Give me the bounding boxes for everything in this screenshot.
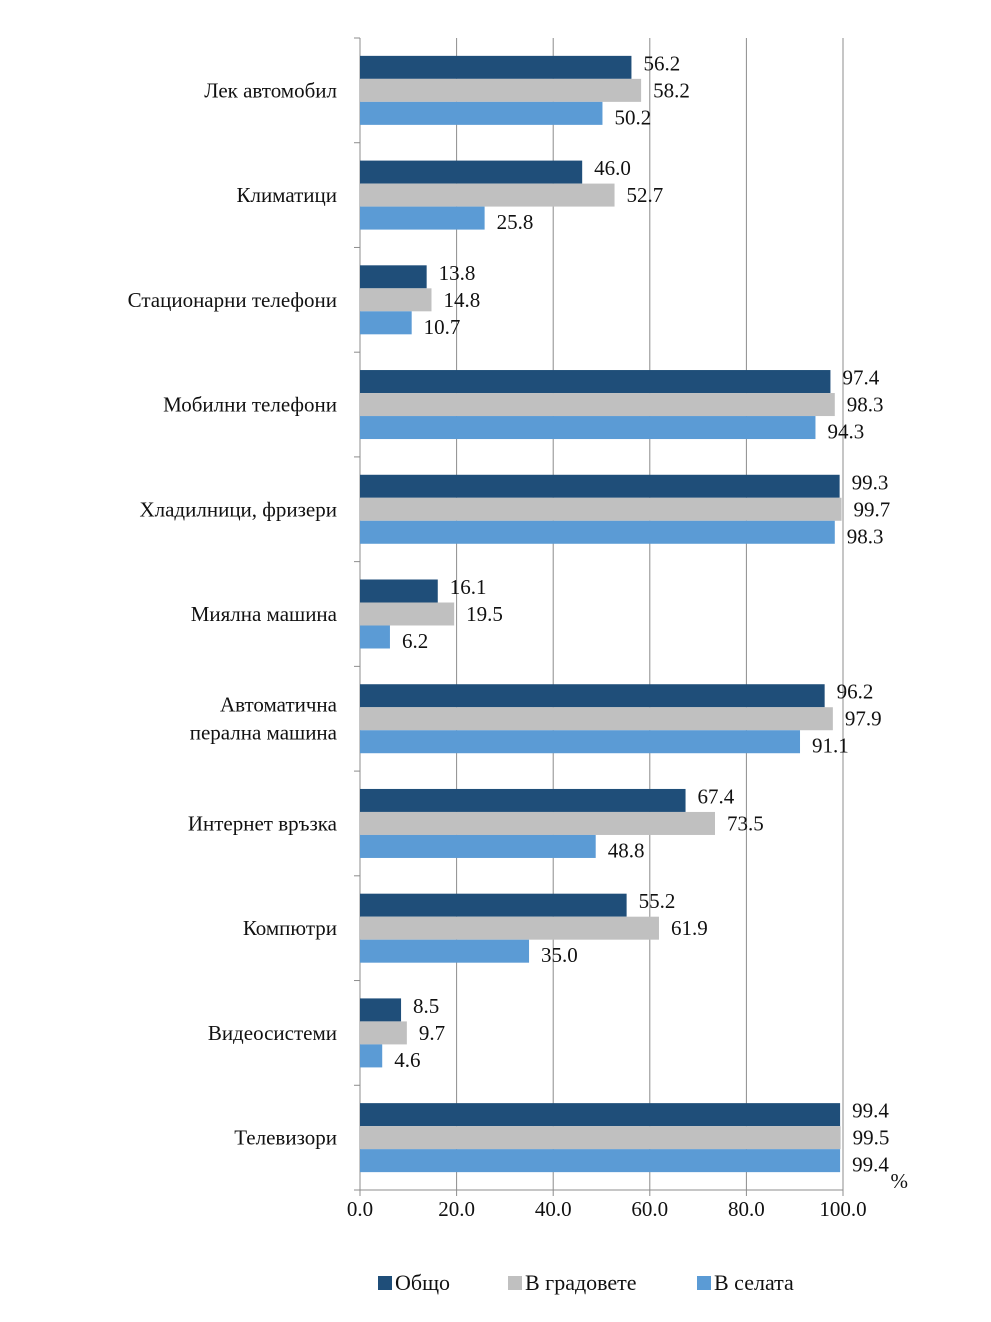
bar [360,160,583,184]
data-label: 25.8 [497,210,534,234]
data-label: 97.4 [842,366,879,390]
category-label: Климатици [236,183,337,207]
data-label: 94.3 [827,420,864,444]
category-label: Лек автомобил [204,78,337,102]
x-tick-label: 0.0 [347,1197,373,1221]
category-label: Интернет връзка [188,811,338,835]
bar [360,370,831,394]
bar [360,311,412,335]
category-label: Мобилни телефони [163,393,337,417]
data-label: 98.3 [847,393,884,417]
data-label: 99.4 [852,1153,889,1177]
bar [360,1044,383,1068]
data-label: 35.0 [541,943,578,967]
category-label: Автоматична [220,693,338,717]
bar [360,183,615,207]
category-label: Телевизори [234,1126,337,1150]
data-label: 73.5 [727,811,764,835]
data-label: 9.7 [419,1021,445,1045]
category-label: Компютри [243,916,337,940]
x-tick-label: 100.0 [819,1197,866,1221]
data-label: 99.5 [853,1126,890,1150]
bar [360,416,816,440]
x-tick-label: 20.0 [438,1197,475,1221]
bar [360,497,842,521]
bar [360,520,835,544]
data-label: 13.8 [439,261,476,285]
data-label: 8.5 [413,994,439,1018]
category-label: Хладилници, фризери [139,497,337,521]
bar [360,788,686,812]
data-label: 6.2 [402,629,428,653]
bar [360,474,840,498]
x-tick-label: 80.0 [728,1197,765,1221]
data-label: 61.9 [671,916,708,940]
bar [360,707,833,731]
data-label: 48.8 [608,838,645,862]
bar [360,55,632,79]
data-label: 99.4 [852,1099,889,1123]
data-label: 52.7 [627,183,664,207]
bar [360,78,642,102]
data-label: 14.8 [443,288,480,312]
data-label: 97.9 [845,707,882,731]
legend-label: В селата [714,1270,794,1295]
bar [360,393,835,417]
legend-label: Общо [395,1270,450,1295]
bar [360,916,659,940]
bar [360,1103,841,1127]
bar [360,684,825,708]
bar [360,1149,841,1173]
category-label: Видеосистеми [208,1021,337,1045]
data-label: 91.1 [812,734,849,758]
category-label: Миялна машина [191,602,338,626]
bar [360,206,485,230]
legend-swatch [697,1276,711,1290]
legend-swatch [508,1276,522,1290]
bar [360,579,438,603]
data-label: 99.3 [852,470,889,494]
category-label: Стационарни телефони [128,288,337,312]
data-label: 98.3 [847,524,884,548]
data-label: 4.6 [394,1048,420,1072]
category-label: перална машина [190,721,338,745]
data-label: 10.7 [424,315,461,339]
bar [360,1126,841,1150]
bar [360,834,596,858]
data-label: 96.2 [837,680,874,704]
x-tick-label: 60.0 [631,1197,668,1221]
bar [360,730,801,754]
bar [360,288,432,312]
data-label: 19.5 [466,602,503,626]
bar [360,602,455,626]
data-label: 67.4 [698,784,735,808]
bar [360,939,530,963]
bar [360,1021,407,1045]
data-label: 16.1 [450,575,487,599]
data-label: 56.2 [643,51,680,75]
data-label: 58.2 [653,78,690,102]
legend-label: В градовете [525,1270,637,1295]
bar [360,265,427,289]
bar [360,893,627,917]
data-label: 99.7 [854,497,891,521]
data-label: 55.2 [639,889,676,913]
bar [360,811,716,835]
bar [360,625,390,649]
data-label: 46.0 [594,156,631,180]
x-unit-label: % [891,1169,909,1193]
data-label: 50.2 [614,105,651,129]
x-tick-label: 40.0 [535,1197,572,1221]
bar [360,998,402,1022]
bar [360,101,603,125]
legend-swatch [378,1276,392,1290]
